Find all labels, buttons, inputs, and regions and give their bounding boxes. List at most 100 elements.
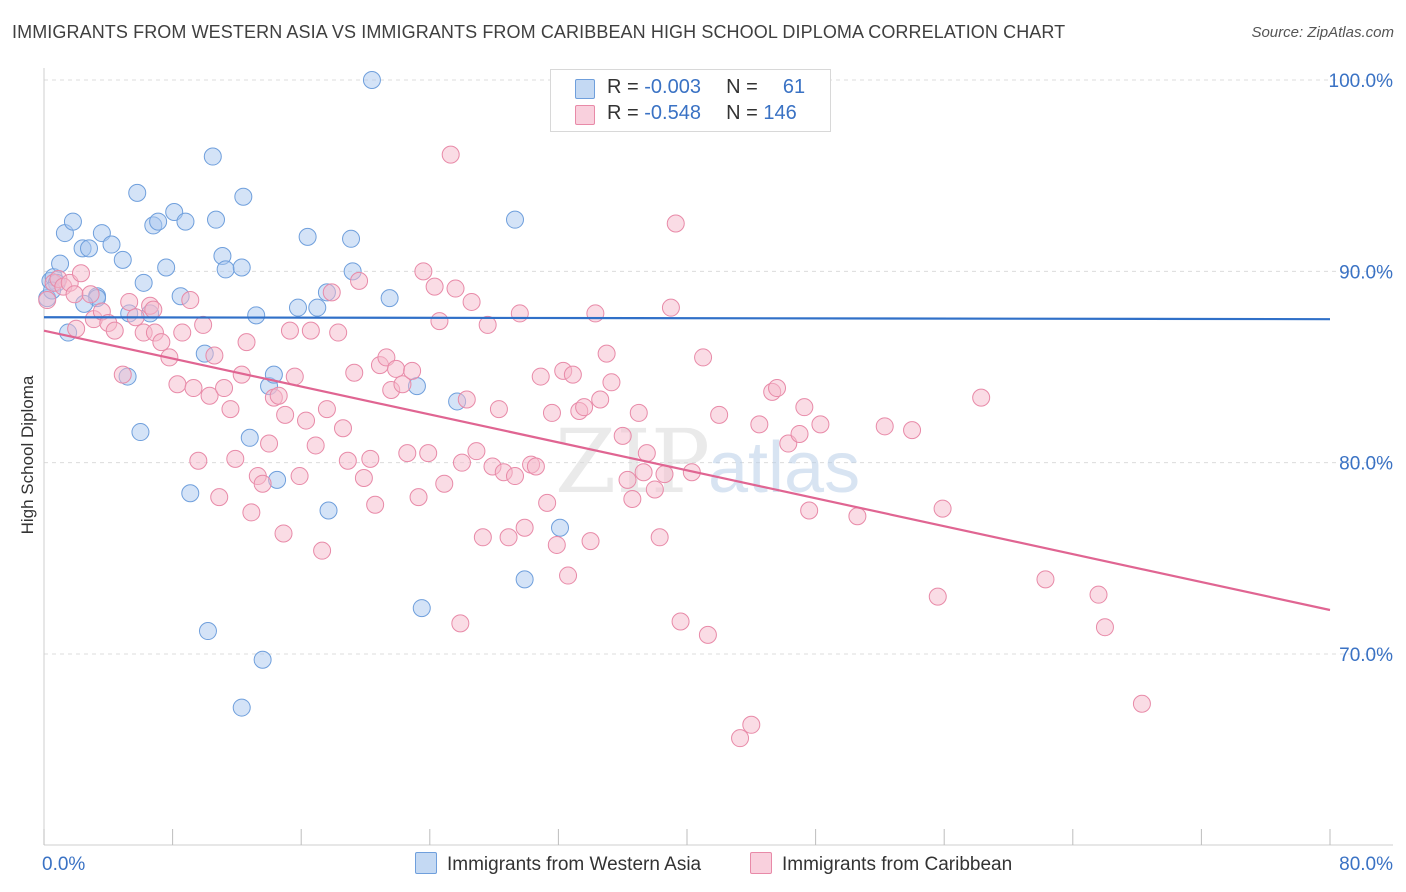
point-western-asia — [134, 273, 153, 292]
point-caribbean — [338, 451, 357, 470]
legend-swatch-caribbean — [575, 105, 595, 125]
point-caribbean — [71, 264, 90, 283]
point-western-asia — [234, 187, 253, 206]
y-tick-label: 90.0% — [1339, 262, 1393, 283]
point-caribbean — [499, 528, 518, 547]
point-caribbean — [559, 566, 578, 585]
point-caribbean — [38, 291, 57, 310]
point-caribbean — [694, 348, 713, 367]
y-tick-label: 80.0% — [1339, 454, 1393, 475]
legend-n-value: 61 — [782, 76, 806, 98]
point-caribbean — [478, 315, 497, 334]
point-western-asia — [319, 501, 338, 520]
point-caribbean — [602, 373, 621, 392]
point-caribbean — [274, 524, 293, 543]
point-western-asia — [515, 570, 534, 589]
point-caribbean — [181, 291, 200, 310]
point-western-asia — [92, 224, 111, 243]
bottom-legend-label: Immigrants from Caribbean — [782, 854, 1013, 875]
point-caribbean — [260, 434, 279, 453]
point-western-asia — [308, 298, 327, 317]
point-caribbean — [184, 379, 203, 398]
point-caribbean — [105, 321, 124, 340]
point-caribbean — [430, 312, 449, 331]
point-caribbean — [473, 528, 492, 547]
point-western-asia — [232, 698, 251, 717]
point-western-asia — [181, 484, 200, 503]
point-western-asia — [157, 258, 176, 277]
point-caribbean — [750, 415, 769, 434]
point-western-asia — [131, 423, 150, 442]
legend-r-value: -0.003 — [644, 76, 701, 98]
legend-n-label: N = — [726, 76, 758, 98]
point-caribbean — [731, 729, 750, 748]
point-caribbean — [200, 386, 219, 405]
point-caribbean — [742, 715, 761, 734]
point-western-asia — [551, 518, 570, 537]
point-caribbean — [698, 625, 717, 644]
point-western-asia — [102, 235, 121, 254]
point-western-asia — [198, 622, 217, 641]
point-caribbean — [425, 277, 444, 296]
point-western-asia — [203, 147, 222, 166]
point-caribbean — [575, 398, 594, 417]
point-caribbean — [297, 411, 316, 430]
point-caribbean — [666, 214, 685, 233]
point-caribbean — [65, 285, 84, 304]
point-caribbean — [152, 333, 171, 352]
correlation-legend: R = -0.003 N = 61 R = -0.548 N = 146 — [550, 69, 831, 132]
point-caribbean — [345, 363, 364, 382]
point-western-asia — [298, 227, 317, 246]
trend-line-western-asia — [43, 316, 1331, 321]
point-caribbean — [875, 417, 894, 436]
point-western-asia — [216, 260, 235, 279]
point-caribbean — [301, 321, 320, 340]
axes — [43, 68, 1393, 846]
point-caribbean — [113, 365, 132, 384]
point-caribbean — [290, 467, 309, 486]
point-caribbean — [333, 419, 352, 438]
point-caribbean — [210, 488, 229, 507]
x-tick-label: 80.0% — [1339, 854, 1393, 875]
legend-r-label: R = — [607, 76, 639, 98]
point-caribbean — [1132, 694, 1151, 713]
data-points — [38, 71, 1151, 748]
point-western-asia — [380, 289, 399, 308]
point-caribbean — [120, 292, 139, 311]
point-caribbean — [505, 467, 524, 486]
point-caribbean — [933, 499, 952, 518]
point-western-asia — [176, 212, 195, 231]
point-caribbean — [387, 359, 406, 378]
point-caribbean — [563, 365, 582, 384]
point-caribbean — [419, 444, 438, 463]
source-note: Source: ZipAtlas.com — [1251, 24, 1394, 41]
point-western-asia — [232, 258, 251, 277]
point-caribbean — [618, 470, 637, 489]
point-caribbean — [661, 298, 680, 317]
point-western-asia — [207, 210, 226, 229]
y-tick-label: 100.0% — [1329, 71, 1394, 92]
point-caribbean — [1036, 570, 1055, 589]
point-western-asia — [342, 229, 361, 248]
point-caribbean — [189, 451, 208, 470]
point-caribbean — [634, 463, 653, 482]
point-western-asia — [113, 250, 132, 269]
point-caribbean — [768, 379, 787, 398]
point-caribbean — [242, 503, 261, 522]
point-western-asia — [247, 306, 266, 325]
point-caribbean — [144, 300, 163, 319]
bottom-legend-swatch-western-asia — [415, 852, 437, 874]
point-caribbean — [285, 367, 304, 386]
point-caribbean — [848, 507, 867, 526]
point-caribbean — [623, 490, 642, 509]
point-caribbean — [403, 361, 422, 380]
point-caribbean — [313, 541, 332, 560]
point-western-asia — [288, 298, 307, 317]
point-caribbean — [903, 421, 922, 440]
point-caribbean — [205, 346, 224, 365]
point-western-asia — [362, 71, 381, 89]
point-caribbean — [215, 379, 234, 398]
point-western-asia — [128, 183, 147, 202]
point-caribbean — [586, 304, 605, 323]
point-caribbean — [414, 262, 433, 281]
